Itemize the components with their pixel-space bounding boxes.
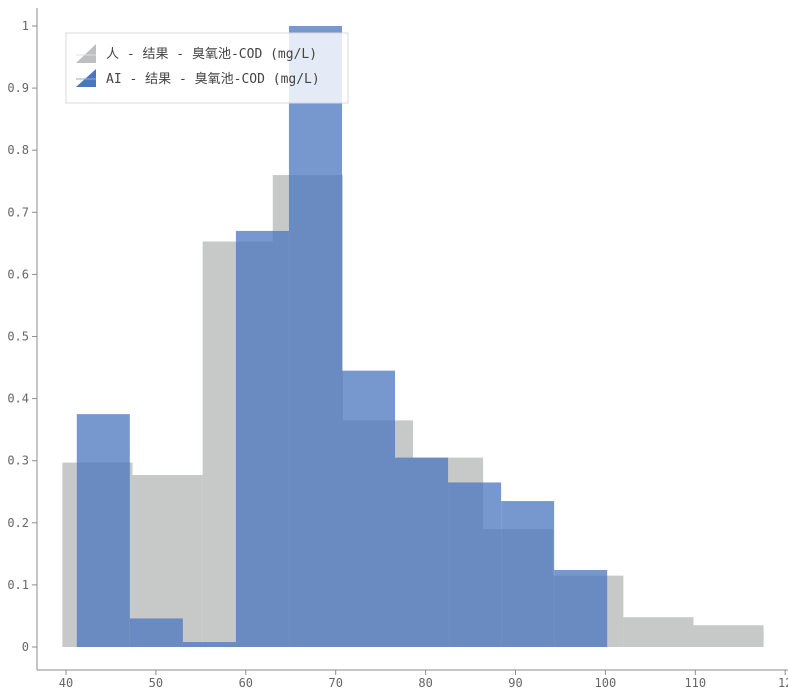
- y-tick-label-2: 0.2: [7, 516, 29, 530]
- y-tick-label-7: 0.7: [7, 205, 29, 219]
- legend-label-ai: AI - 结果 - 臭氧池-COD (mg/L): [106, 72, 320, 87]
- ai-bar-4: [289, 26, 342, 647]
- ai-bar-0: [77, 414, 130, 647]
- x-axis-ticks: 40 50 60 70 80 90 100 110 12: [59, 670, 788, 690]
- ai-bar-3: [236, 231, 289, 647]
- y-tick-label-10: 1: [22, 19, 29, 33]
- x-tick-label-0: 40: [59, 676, 73, 690]
- legend: 人 - 结果 - 臭氧池-COD (mg/L) AI - 结果 - 臭氧池-CO…: [66, 33, 348, 103]
- x-tick-label-1: 50: [149, 676, 163, 690]
- y-tick-label-8: 0.8: [7, 143, 29, 157]
- y-tick-label-3: 0.3: [7, 454, 29, 468]
- y-tick-label-0: 0: [22, 640, 29, 654]
- x-tick-label-3: 70: [328, 676, 342, 690]
- x-tick-label-5: 90: [508, 676, 522, 690]
- legend-label-human: 人 - 结果 - 臭氧池-COD (mg/L): [106, 47, 317, 62]
- x-tick-label-2: 60: [239, 676, 253, 690]
- y-tick-label-6: 0.6: [7, 267, 29, 281]
- y-tick-label-9: 0.9: [7, 81, 29, 95]
- human-bar-8: [623, 617, 693, 647]
- human-bar-9: [694, 625, 764, 647]
- y-tick-label-1: 0.1: [7, 578, 29, 592]
- x-tick-label-4: 80: [418, 676, 432, 690]
- x-tick-label-8: 12: [778, 676, 788, 690]
- ai-bar-9: [554, 570, 607, 647]
- ai-bar-5: [342, 371, 395, 647]
- y-tick-label-5: 0.5: [7, 330, 29, 344]
- legend-box: [66, 33, 348, 103]
- y-tick-label-4: 0.4: [7, 392, 29, 406]
- ai-bar-7: [448, 482, 501, 647]
- ai-bar-6: [395, 458, 448, 647]
- ai-bar-1: [130, 618, 183, 647]
- x-tick-label-7: 110: [684, 676, 706, 690]
- ai-bar-8: [501, 501, 554, 647]
- ai-bar-2: [183, 642, 236, 647]
- x-tick-label-6: 100: [595, 676, 617, 690]
- y-axis-ticks: 0 0.1 0.2 0.3 0.4 0.5 0.6 0.7 0.8 0.9 1: [7, 19, 37, 654]
